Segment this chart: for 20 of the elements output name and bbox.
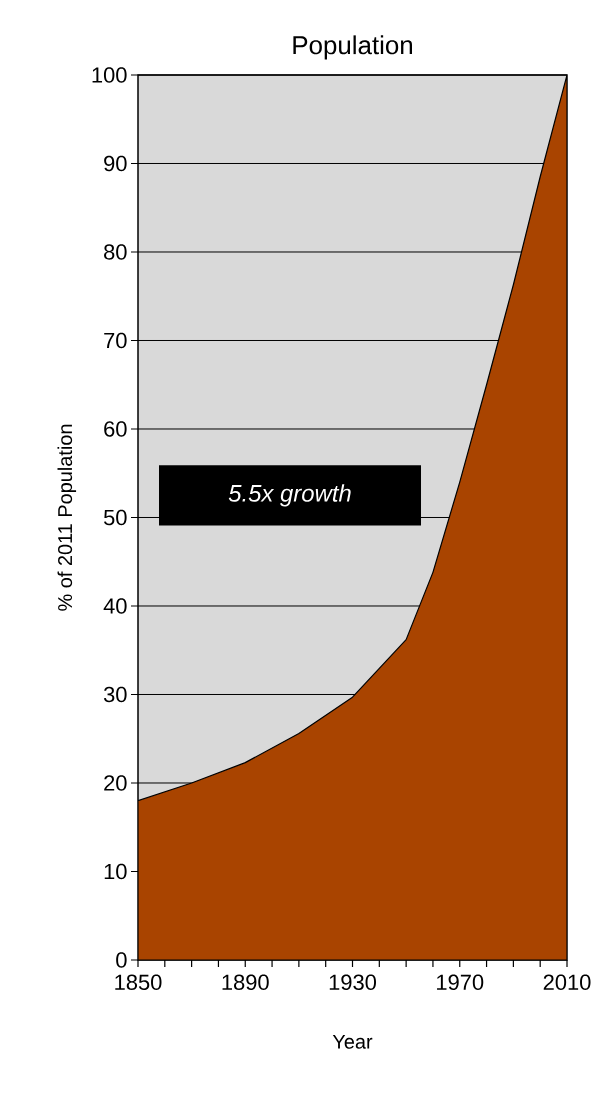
y-tick-label: 10 [104, 863, 127, 880]
y-tick-label: 20 [104, 775, 127, 791]
chart-title: Population [293, 35, 412, 60]
x-tick-label: 2010 [543, 974, 591, 991]
x-tick-label: 1850 [115, 974, 162, 991]
annotation: 5.5x growth [228, 484, 351, 507]
y-tick-label: 40 [103, 598, 127, 614]
x-axis-title: Year [332, 1034, 373, 1049]
y-tick-label: 70 [104, 332, 127, 349]
x-tick-label: 1930 [329, 974, 377, 991]
y-axis-title: % of 2011 Population [57, 424, 77, 611]
y-tick-label: 100 [92, 67, 127, 83]
y-tick-label: 30 [103, 686, 127, 703]
x-tick-label: 1970 [437, 974, 484, 991]
y-tick-label: 80 [104, 244, 127, 260]
y-tick-label: 60 [104, 421, 127, 437]
y-tick-label: 0 [116, 952, 127, 968]
y-tick-label: 90 [104, 155, 127, 172]
y-tick-label: 50 [103, 509, 127, 526]
x-tick-label: 1890 [222, 974, 269, 991]
